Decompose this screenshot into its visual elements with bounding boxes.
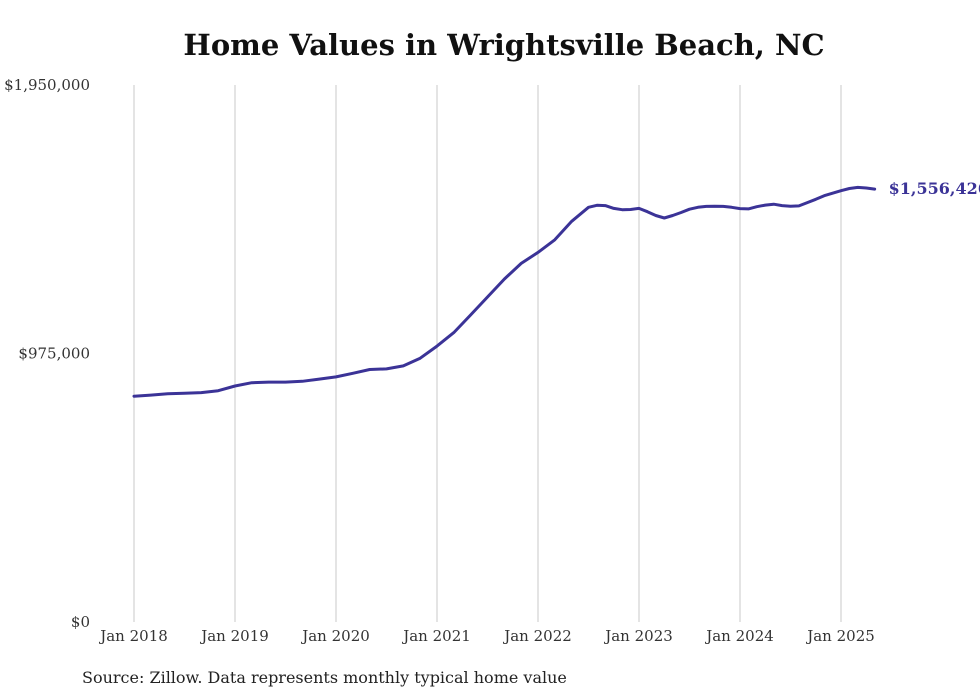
x-tick-label: Jan 2019 [199,627,269,645]
series-line [132,185,877,398]
x-tick-label: Jan 2025 [805,627,875,645]
source-note: Source: Zillow. Data represents monthly … [82,668,567,687]
x-tick-label: Jan 2022 [502,627,572,645]
y-tick-label: $975,000 [18,345,90,363]
x-tick-label: Jan 2021 [401,627,471,645]
x-tick-label: Jan 2020 [300,627,370,645]
x-tick-label: Jan 2018 [98,627,168,645]
end-value-label: $1,556,426 [889,179,980,198]
y-tick-label: $0 [71,613,90,631]
y-tick-label: $1,950,000 [4,76,90,94]
chart-title: Home Values in Wrightsville Beach, NC [183,28,825,62]
x-tick-label: Jan 2024 [704,627,774,645]
x-tick-label: Jan 2023 [603,627,673,645]
